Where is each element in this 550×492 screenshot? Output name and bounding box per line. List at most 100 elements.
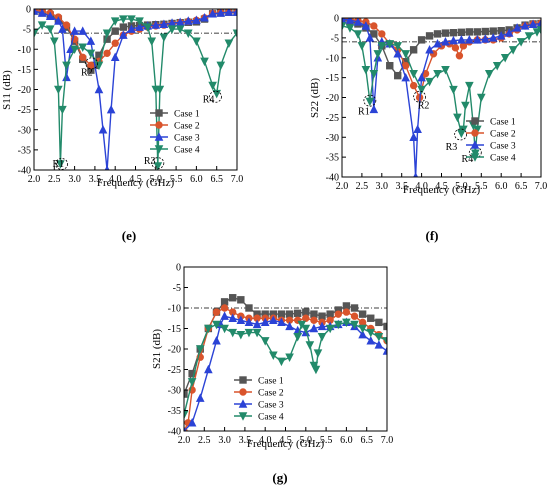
series-g-4 (184, 318, 387, 420)
y-tick-label-f-4: -20 (326, 93, 339, 104)
series-g-4-point-22 (325, 324, 335, 334)
legend-label-e-3: Case 3 (174, 134, 200, 144)
series-g-1-point-1 (188, 369, 196, 378)
series-g-3-point-24 (366, 335, 376, 345)
series-f-2-point-15 (451, 44, 460, 52)
y-tick-label-g-1: -5 (173, 283, 181, 294)
series-e-4-point-18 (147, 37, 157, 47)
series-f-4-point-0 (342, 22, 347, 31)
series-g-4-point-27 (366, 328, 376, 338)
series-e-3-point-7 (70, 26, 79, 35)
series-g-1-point-22 (358, 310, 367, 318)
series-f-4-point-6 (369, 69, 379, 79)
annotation-label-f-2: R2 (418, 100, 430, 111)
x-tick-label-g-8: 6.0 (340, 435, 353, 446)
x-tick-label-g-2: 3.0 (218, 435, 231, 446)
series-g-3-point-25 (374, 340, 384, 349)
y-tick-label-e-5: -25 (18, 105, 31, 116)
series-f-3-point-15 (425, 44, 434, 54)
annotation-label-e-2: R2 (81, 68, 93, 79)
x-axis-label-g: Frequency (GHz) (247, 438, 325, 450)
x-tick-label-g-0: 2.0 (178, 435, 191, 446)
series-e-3-point-13 (106, 104, 116, 114)
series-f-4-point-15 (433, 69, 442, 79)
series-f-4-point-28 (492, 62, 502, 71)
series-e-4-point-26 (192, 37, 201, 47)
x-tick-label-e-3: 3.5 (89, 174, 102, 185)
series-g-4-point-10 (260, 337, 270, 346)
series-e-3-point-23 (183, 16, 193, 25)
series-e-4-point-14 (119, 15, 128, 24)
series-g-2-point-23 (358, 318, 367, 327)
x-axis-label-e: Frequency (GHz) (97, 177, 175, 189)
series-f-1-point-16 (465, 28, 474, 36)
series-e-4-point-6 (58, 105, 67, 115)
series-e-4-point-25 (183, 29, 193, 38)
legend-label-g-2: Case 2 (258, 389, 284, 399)
series-g-4-point-25 (350, 320, 359, 330)
series-g-3-point-2 (195, 393, 205, 402)
series-e-3 (34, 9, 237, 170)
x-tick-label-f-8: 6.0 (495, 181, 508, 192)
legend-e-4-point-legend (154, 145, 164, 154)
y-tick-label-g-4: -20 (168, 345, 181, 356)
annotation-label-e-1: R1 (53, 159, 65, 170)
series-f-4-point-7 (373, 50, 383, 59)
legend-g: Case 1 Case 2 Case 3 Case 4 (234, 376, 284, 423)
legend-e-2-point-legend (155, 121, 163, 129)
series-f-3-point-10 (401, 72, 410, 82)
series-f-4-point-2 (353, 30, 363, 39)
y-tick-label-g-8: -40 (168, 427, 181, 438)
series-f-3-point-0 (342, 18, 347, 23)
x-tick-label-e-2: 3.0 (68, 174, 81, 185)
series-f-2-point-5 (378, 30, 386, 38)
series-e-1-point-11 (111, 27, 119, 35)
series-g-3-point-8 (236, 315, 246, 324)
y-tick-label-g-7: -35 (168, 406, 181, 417)
series-g-4-point-29 (382, 337, 387, 346)
y-tick-label-g-6: -30 (168, 386, 181, 397)
x-tick-label-g-4: 4.0 (259, 435, 272, 446)
series-g-4-point-19 (311, 365, 321, 375)
legend-e: Case 1 Case 2 Case 3 Case 4 (150, 109, 200, 156)
legend-label-e-2: Case 2 (174, 122, 200, 132)
series-g-1-point-15 (302, 308, 310, 316)
x-tick-label-f-9: 6.5 (515, 181, 528, 192)
y-tick-label-e-8: -40 (18, 166, 31, 177)
y-tick-label-f-6: -30 (326, 133, 339, 144)
x-tick-label-g-5: 4.5 (279, 435, 292, 446)
legend-g-2-point-legend (239, 388, 247, 396)
series-f-2-point-16 (455, 52, 464, 60)
series-g-2-point-16 (302, 314, 310, 322)
legend-label-f-3: Case 3 (490, 142, 516, 152)
series-e-3-point-14 (110, 52, 120, 61)
x-tick-label-f-1: 2.5 (356, 181, 369, 192)
series-g-4-point-28 (374, 333, 384, 342)
series-f-3-point-3 (361, 21, 371, 30)
series-line-e-4 (34, 18, 237, 167)
series-e-1-point-12 (119, 23, 128, 31)
series-g-4-point-14 (293, 333, 302, 342)
y-tick-label-e-3: -15 (18, 65, 31, 76)
series-e-4-point-32 (232, 29, 237, 38)
series-line-g-4 (184, 321, 387, 415)
series-f-3-point-18 (449, 35, 458, 45)
chart-panel-e: 2.0 2.5 3.0 3.5 4.0 4.5 5.0 5.5 6.0 6.5 7.0 0 -5 -10 -… (1, 5, 243, 190)
annotation-label-f-3: R3 (446, 142, 458, 153)
series-e-4-point-0 (34, 29, 39, 38)
series-g-3-point-3 (204, 364, 213, 374)
x-tick-label-f-5: 4.5 (435, 181, 448, 192)
series-f-3-point-26 (512, 23, 522, 32)
series-e-4-point-30 (216, 61, 226, 71)
series-g-4-point-6 (228, 328, 238, 338)
series-g-3-point-26 (382, 346, 387, 355)
x-tick-label-e-1: 2.5 (48, 174, 61, 185)
x-tick-label-f-0: 2.0 (336, 181, 349, 192)
series-g-4-point-16 (301, 324, 311, 334)
series-g-3-point-7 (228, 313, 238, 322)
y-axis-label-f: S22 (dB) (309, 78, 321, 118)
series-f-4-point-33 (532, 28, 541, 37)
y-tick-label-g-0: 0 (176, 263, 181, 274)
x-tick-label-f-4: 4.0 (415, 181, 428, 192)
